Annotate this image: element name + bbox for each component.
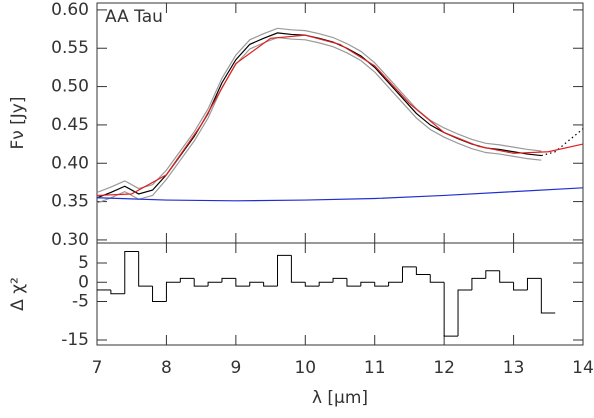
y-tick-label: 5 <box>78 253 89 273</box>
y-tick-label: 0.60 <box>51 0 89 20</box>
residual-step <box>263 282 278 287</box>
x-tick-label: 9 <box>230 358 241 378</box>
residual-step <box>318 281 334 287</box>
residual-step <box>540 278 556 314</box>
y-tick-label: -15 <box>61 330 89 350</box>
residual-step <box>499 270 514 283</box>
y-tick-label: 0.35 <box>51 192 89 212</box>
plot-frame <box>96 2 584 244</box>
y-tick-label: 0.45 <box>51 115 89 135</box>
x-tick-label: 14 <box>572 358 594 378</box>
residual-step <box>388 281 403 287</box>
residual-step <box>165 281 181 302</box>
y-axis-label: Fν [Jy] <box>8 96 28 149</box>
residual-step <box>138 251 153 287</box>
residual-step <box>374 282 389 287</box>
series-line <box>96 36 542 204</box>
residual-step <box>277 254 292 287</box>
residual-step <box>290 255 306 283</box>
x-tick-label: 12 <box>433 358 455 378</box>
residual-step <box>360 281 375 287</box>
y-tick-label: -5 <box>72 292 89 312</box>
x-tick-label: 8 <box>161 358 172 378</box>
x-tick-label: 13 <box>503 358 525 378</box>
x-axis-label: λ [μm] <box>312 388 368 408</box>
residual-step <box>485 270 500 279</box>
y-tick-label: 0 <box>78 272 89 292</box>
residual-step <box>471 277 486 290</box>
residual-step <box>513 282 528 291</box>
series-line <box>541 128 584 157</box>
series-line <box>96 27 542 193</box>
residual-step <box>415 266 431 276</box>
x-tick-label: 10 <box>294 358 316 378</box>
residual-step <box>235 278 250 287</box>
residual-step <box>401 266 417 283</box>
residual-step <box>457 289 472 337</box>
residual-step <box>179 277 195 283</box>
x-tick-label: 7 <box>92 358 103 378</box>
residual-step <box>304 282 320 287</box>
residual-step <box>249 281 264 287</box>
series-line <box>96 187 584 202</box>
residual-step <box>152 286 167 303</box>
residual-step <box>332 277 347 283</box>
residual-step <box>443 282 459 337</box>
plot-frame <box>96 242 584 346</box>
y-tick-label: 0.30 <box>51 230 89 250</box>
residual-step <box>221 277 236 283</box>
x-tick-label: 11 <box>364 358 386 378</box>
residual-step <box>526 277 542 290</box>
residual-step <box>429 274 445 283</box>
y-tick-label: 0.40 <box>51 153 89 173</box>
residual-step <box>110 289 125 295</box>
y-tick-label: 0.50 <box>51 77 89 97</box>
residual-step <box>124 250 139 294</box>
annotation: AA Tau <box>105 7 163 27</box>
residual-step <box>193 278 209 287</box>
residual-step <box>207 281 222 287</box>
series-line <box>96 34 584 197</box>
y-tick-label: 0.55 <box>51 38 89 58</box>
y-axis-label: Δ χ² <box>8 277 28 311</box>
residual-step <box>346 278 361 287</box>
